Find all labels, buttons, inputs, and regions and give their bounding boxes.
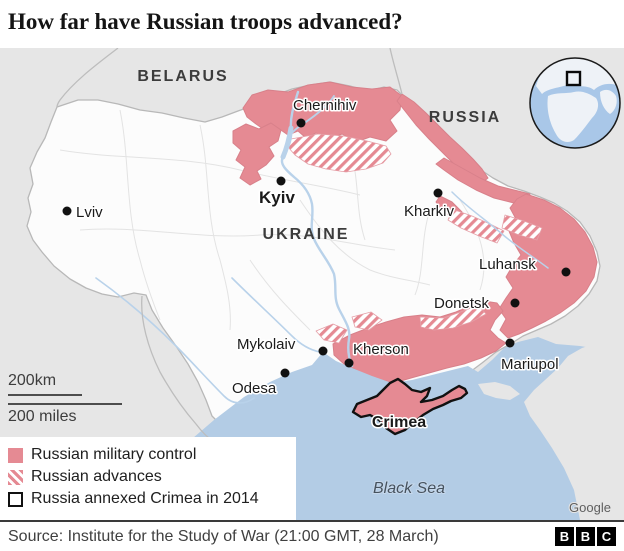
city-dot-kyiv [276, 176, 286, 186]
city-dot-mariupol [505, 338, 515, 348]
russian-advance-zone-northeast [287, 133, 392, 173]
city-odesa: Odesa [231, 368, 290, 399]
country-label-ukraine: UKRAINE [263, 226, 350, 243]
bbc-logo-block-c: C [597, 527, 616, 546]
russian-advance-zone-kharkiv-east [447, 208, 505, 244]
source-attribution: Source: Institute for the Study of War (… [8, 527, 439, 545]
city-kyiv: Kyiv [258, 176, 297, 209]
map-container: BELARUS RUSSIA UKRAINE Lviv Kyiv Chernih… [0, 48, 624, 520]
legend-item-advances: Russian advances [8, 466, 296, 488]
city-label-mariupol: Mariupol [501, 356, 559, 373]
moldova-romania-border [141, 295, 215, 443]
region-label-crimea: Crimea [372, 414, 426, 431]
page-title: How far have Russian troops advanced? [8, 9, 403, 34]
city-label-kyiv: Kyiv [259, 188, 295, 207]
city-kharkiv: Kharkiv [403, 188, 456, 222]
map-credit-google: Google [569, 500, 611, 515]
southern-buh-river [231, 277, 321, 353]
russian-control-zones [232, 81, 598, 384]
russian-control-zone-kyiv-west [232, 122, 282, 186]
city-dot-lviv [62, 206, 72, 216]
legend-label-advances: Russian advances [31, 468, 162, 485]
rivers [95, 90, 549, 404]
russian-advance-zone-mykolaiv [315, 323, 348, 344]
legend-swatch-control [8, 447, 23, 463]
city-kherson: Kherson [344, 340, 410, 368]
city-label-donetsk: Donetsk [434, 295, 490, 312]
globe-outline [529, 57, 621, 149]
country-label-belarus: BELARUS [137, 68, 228, 85]
city-mykolaiv: Mykolaiv [236, 335, 328, 356]
poland-belarus-border [56, 48, 119, 108]
header: How far have Russian troops advanced? [0, 0, 624, 48]
city-label-kherson: Kherson [353, 341, 409, 358]
bbc-logo-block-b2: B [576, 527, 595, 546]
city-dot-odesa [280, 368, 290, 378]
city-label-mykolaiv: Mykolaiv [237, 336, 296, 353]
globe-locator-square [565, 70, 582, 87]
city-luhansk: Luhansk [478, 255, 571, 277]
city-dot-chernihiv [296, 118, 306, 128]
city-dot-kherson [344, 358, 354, 368]
city-donetsk: Donetsk [433, 294, 520, 314]
city-label-luhansk: Luhansk [479, 256, 536, 273]
city-dot-donetsk [510, 298, 520, 308]
city-dot-mykolaiv [318, 346, 328, 356]
bbc-logo: B B C [555, 527, 616, 546]
russian-advance-zone-zaporizhzhia [419, 304, 487, 331]
russian-advance-zone-kryvyirih [351, 311, 383, 331]
dniester-river [95, 277, 255, 404]
city-markers: Lviv Kyiv Chernihiv Kharkiv Luhansk [62, 96, 571, 399]
city-dot-kharkiv [433, 188, 443, 198]
scale-km-label: 200km [8, 372, 57, 389]
footer: Source: Institute for the Study of War (… [0, 520, 624, 551]
russian-advance-zone-luhansk [501, 214, 543, 241]
belarus-russia-border [389, 48, 403, 95]
legend-item-control: Russian military control [8, 444, 296, 466]
city-mariupol: Mariupol [500, 338, 560, 375]
scale-miles-line [8, 403, 122, 405]
city-label-lviv: Lviv [76, 204, 103, 221]
scale-km-line [8, 394, 82, 396]
country-label-russia: RUSSIA [429, 109, 501, 126]
russian-advance-zones [287, 133, 543, 344]
legend-label-crimea: Russia annexed Crimea in 2014 [31, 490, 259, 507]
taman-peninsula-shape [478, 382, 520, 400]
map-legend: Russian military control Russian advance… [0, 437, 296, 520]
city-label-kharkiv: Kharkiv [404, 203, 455, 220]
city-dot-luhansk [561, 267, 571, 277]
russia-coast-shape [524, 340, 624, 520]
country-borders [56, 48, 403, 443]
legend-swatch-advances [8, 469, 23, 485]
legend-swatch-crimea [8, 491, 23, 507]
city-label-odesa: Odesa [232, 380, 277, 397]
legend-item-crimea: Russia annexed Crimea in 2014 [8, 488, 296, 510]
legend-label-control: Russian military control [31, 446, 197, 463]
sea-label-black-sea: Black Sea [373, 480, 445, 497]
bbc-logo-block-b1: B [555, 527, 574, 546]
crimea-shape [351, 377, 469, 436]
scale-miles-label: 200 miles [8, 408, 77, 425]
scale-bar: 200km 200 miles [8, 372, 122, 426]
city-lviv: Lviv [62, 203, 105, 223]
city-label-chernihiv: Chernihiv [293, 97, 357, 114]
kyiv-reservoir [280, 125, 294, 160]
donets-river [451, 191, 549, 269]
globe-locator-inset [529, 57, 621, 149]
city-chernihiv: Chernihiv [292, 96, 358, 128]
